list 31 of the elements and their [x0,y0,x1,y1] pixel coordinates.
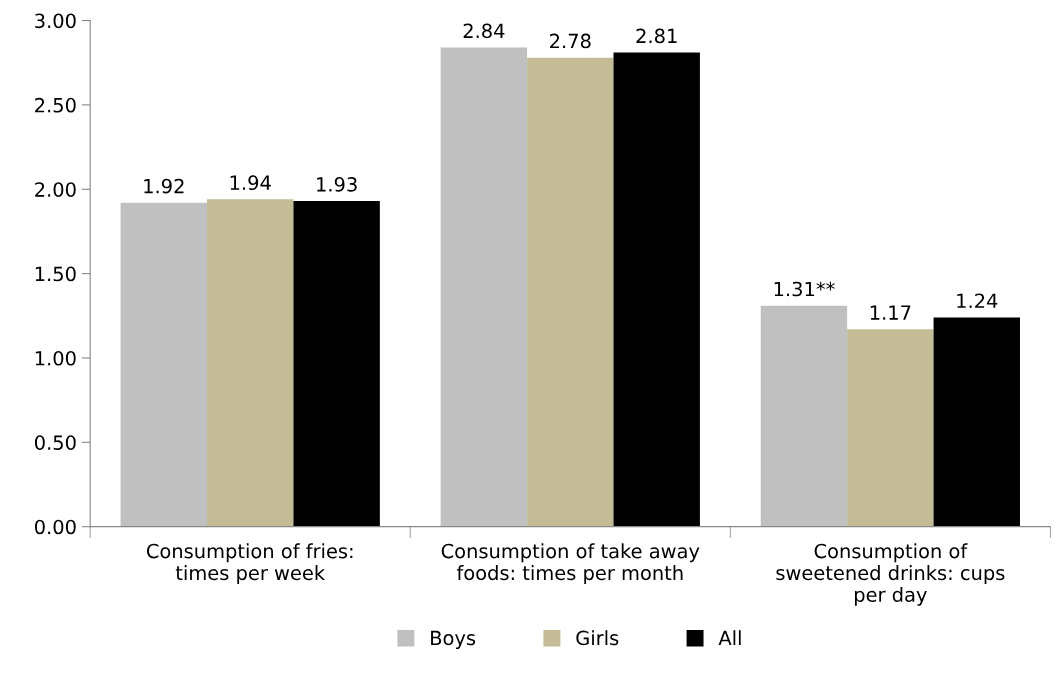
bar [847,329,934,527]
y-tick-label: 0.00 [34,519,76,535]
legend-label: All [718,630,741,645]
bar [293,201,380,527]
y-tick-label: 3.00 [35,13,76,29]
data-label: 2.84 [463,23,505,39]
x-tick-label: Consumption of fries: times per week [146,543,353,584]
bar [760,305,848,527]
data-label: 1.92 [144,178,184,194]
bar [933,317,1020,527]
data-label: 1.31** [774,281,835,297]
bar [440,47,528,527]
data-label: 1.24 [957,293,998,308]
y-tick-label: 1.00 [35,350,76,366]
legend-label: Boys [431,630,476,650]
data-label: 2.78 [550,33,591,49]
bar [613,52,700,527]
y-tick-label: 0.50 [34,435,76,450]
x-tick-label: Consumption of take away foods: times per month [441,543,700,584]
bar [527,57,614,527]
bar [120,202,208,527]
data-label: 1.17 [870,305,911,320]
y-tick-label: 2.50 [35,97,76,113]
data-label: 2.81 [636,28,677,44]
data-label: 1.93 [317,177,357,192]
y-tick-label: 2.00 [35,182,76,197]
x-tick-label: Consumption of sweetened drinks: cups per day [776,543,1005,606]
data-label: 1.94 [230,175,271,191]
legend-label: Girls [576,630,619,646]
bar [207,199,294,527]
y-tick-label: 1.50 [35,266,76,282]
